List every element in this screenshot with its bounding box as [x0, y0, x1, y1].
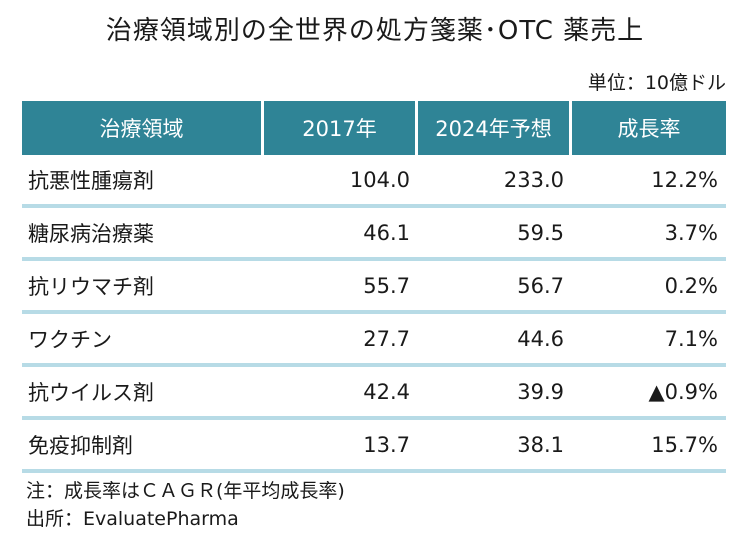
- table-row: 抗悪性腫瘍剤 104.0 233.0 12.2%: [22, 155, 726, 208]
- chart-title: 治療領域別の全世界の処方箋薬･OTC 薬売上: [105, 16, 645, 46]
- header-2017: 2017年: [264, 101, 418, 155]
- cell-2024: 39.9: [418, 367, 572, 420]
- cell-area: 抗悪性腫瘍剤: [22, 155, 264, 208]
- cell-2017: 46.1: [264, 208, 418, 261]
- note-cagr: 注：成長率はＣＡＧＲ(年平均成長率): [26, 480, 345, 502]
- header-therapeutic-area: 治療領域: [22, 101, 264, 155]
- table-row: 抗ウイルス剤 42.4 39.9 ▲0.9%: [22, 367, 726, 420]
- cell-2017: 42.4: [264, 367, 418, 420]
- cell-area: 抗リウマチ剤: [22, 261, 264, 314]
- cell-area: 糖尿病治療薬: [22, 208, 264, 261]
- cell-2024: 233.0: [418, 155, 572, 208]
- header-row: 治療領域 2017年 2024年予想 成長率: [22, 101, 726, 155]
- cell-growth: 7.1%: [572, 314, 726, 367]
- table-row: ワクチン 27.7 44.6 7.1%: [22, 314, 726, 367]
- cell-2024: 38.1: [418, 420, 572, 473]
- header-growth-rate: 成長率: [572, 101, 726, 155]
- table-body: 抗悪性腫瘍剤 104.0 233.0 12.2% 糖尿病治療薬 46.1 59.…: [22, 155, 726, 473]
- cell-growth: 12.2%: [572, 155, 726, 208]
- table-header: 治療領域 2017年 2024年予想 成長率: [22, 101, 726, 155]
- cell-2017: 27.7: [264, 314, 418, 367]
- cell-2017: 104.0: [264, 155, 418, 208]
- cell-growth: 15.7%: [572, 420, 726, 473]
- table-row: 免疫抑制剤 13.7 38.1 15.7%: [22, 420, 726, 473]
- cell-area: 抗ウイルス剤: [22, 367, 264, 420]
- footnotes: 注：成長率はＣＡＧＲ(年平均成長率) 出所：EvaluatePharma: [26, 477, 345, 533]
- unit-label: 単位：10億ドル: [587, 72, 726, 94]
- cell-2017: 13.7: [264, 420, 418, 473]
- cell-growth: 3.7%: [572, 208, 726, 261]
- cell-growth: ▲0.9%: [572, 367, 726, 420]
- cell-area: 免疫抑制剤: [22, 420, 264, 473]
- sales-table: 治療領域 2017年 2024年予想 成長率 抗悪性腫瘍剤 104.0 233.…: [22, 101, 726, 473]
- cell-2024: 56.7: [418, 261, 572, 314]
- header-2024-forecast: 2024年予想: [418, 101, 572, 155]
- cell-area: ワクチン: [22, 314, 264, 367]
- table-row: 抗リウマチ剤 55.7 56.7 0.2%: [22, 261, 726, 314]
- cell-growth: 0.2%: [572, 261, 726, 314]
- cell-2017: 55.7: [264, 261, 418, 314]
- note-source: 出所：EvaluatePharma: [26, 508, 239, 530]
- cell-2024: 59.5: [418, 208, 572, 261]
- cell-2024: 44.6: [418, 314, 572, 367]
- table-row: 糖尿病治療薬 46.1 59.5 3.7%: [22, 208, 726, 261]
